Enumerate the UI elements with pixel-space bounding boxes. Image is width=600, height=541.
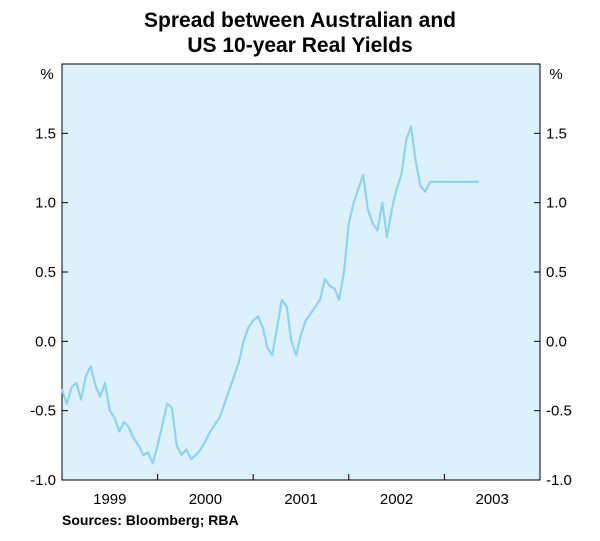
x-tick-label: 2000: [189, 491, 222, 508]
y-tick-label-left: 0.0: [35, 333, 56, 350]
y-tick-label-left: -0.5: [30, 403, 56, 420]
chart-title-line-1: Spread between Australian and: [144, 9, 456, 32]
y-tick-label-right: -1.0: [546, 472, 572, 489]
y-tick-label-left: 1.0: [35, 195, 56, 212]
x-tick-label: 2003: [476, 491, 509, 508]
y-tick-label-right: -0.5: [546, 403, 572, 420]
x-tick-label: 2002: [380, 491, 413, 508]
y-tick-label-right: 0.5: [546, 264, 567, 281]
y-tick-label-right: 1.5: [546, 125, 567, 142]
y-unit-label-left: %: [40, 66, 53, 83]
y-tick-label-left: 0.5: [35, 264, 56, 281]
y-tick-label-right: 0.0: [546, 333, 567, 350]
source-note: Sources: Bloomberg; RBA: [62, 512, 239, 528]
chart-title-line-2: US 10-year Real Yields: [187, 34, 413, 57]
y-tick-label-left: -1.0: [30, 472, 56, 489]
y-unit-label-right: %: [549, 66, 562, 83]
series-line: [60, 125, 479, 465]
x-tick-label: 2001: [284, 491, 317, 508]
plot-frame: [61, 63, 541, 481]
chart-title: Spread between Australian and US 10-year…: [0, 8, 600, 58]
y-tick-label-left: 1.5: [35, 125, 56, 142]
y-tick-label-right: 1.0: [546, 195, 567, 212]
plot-area: [62, 64, 540, 480]
x-tick-label: 1999: [93, 491, 126, 508]
